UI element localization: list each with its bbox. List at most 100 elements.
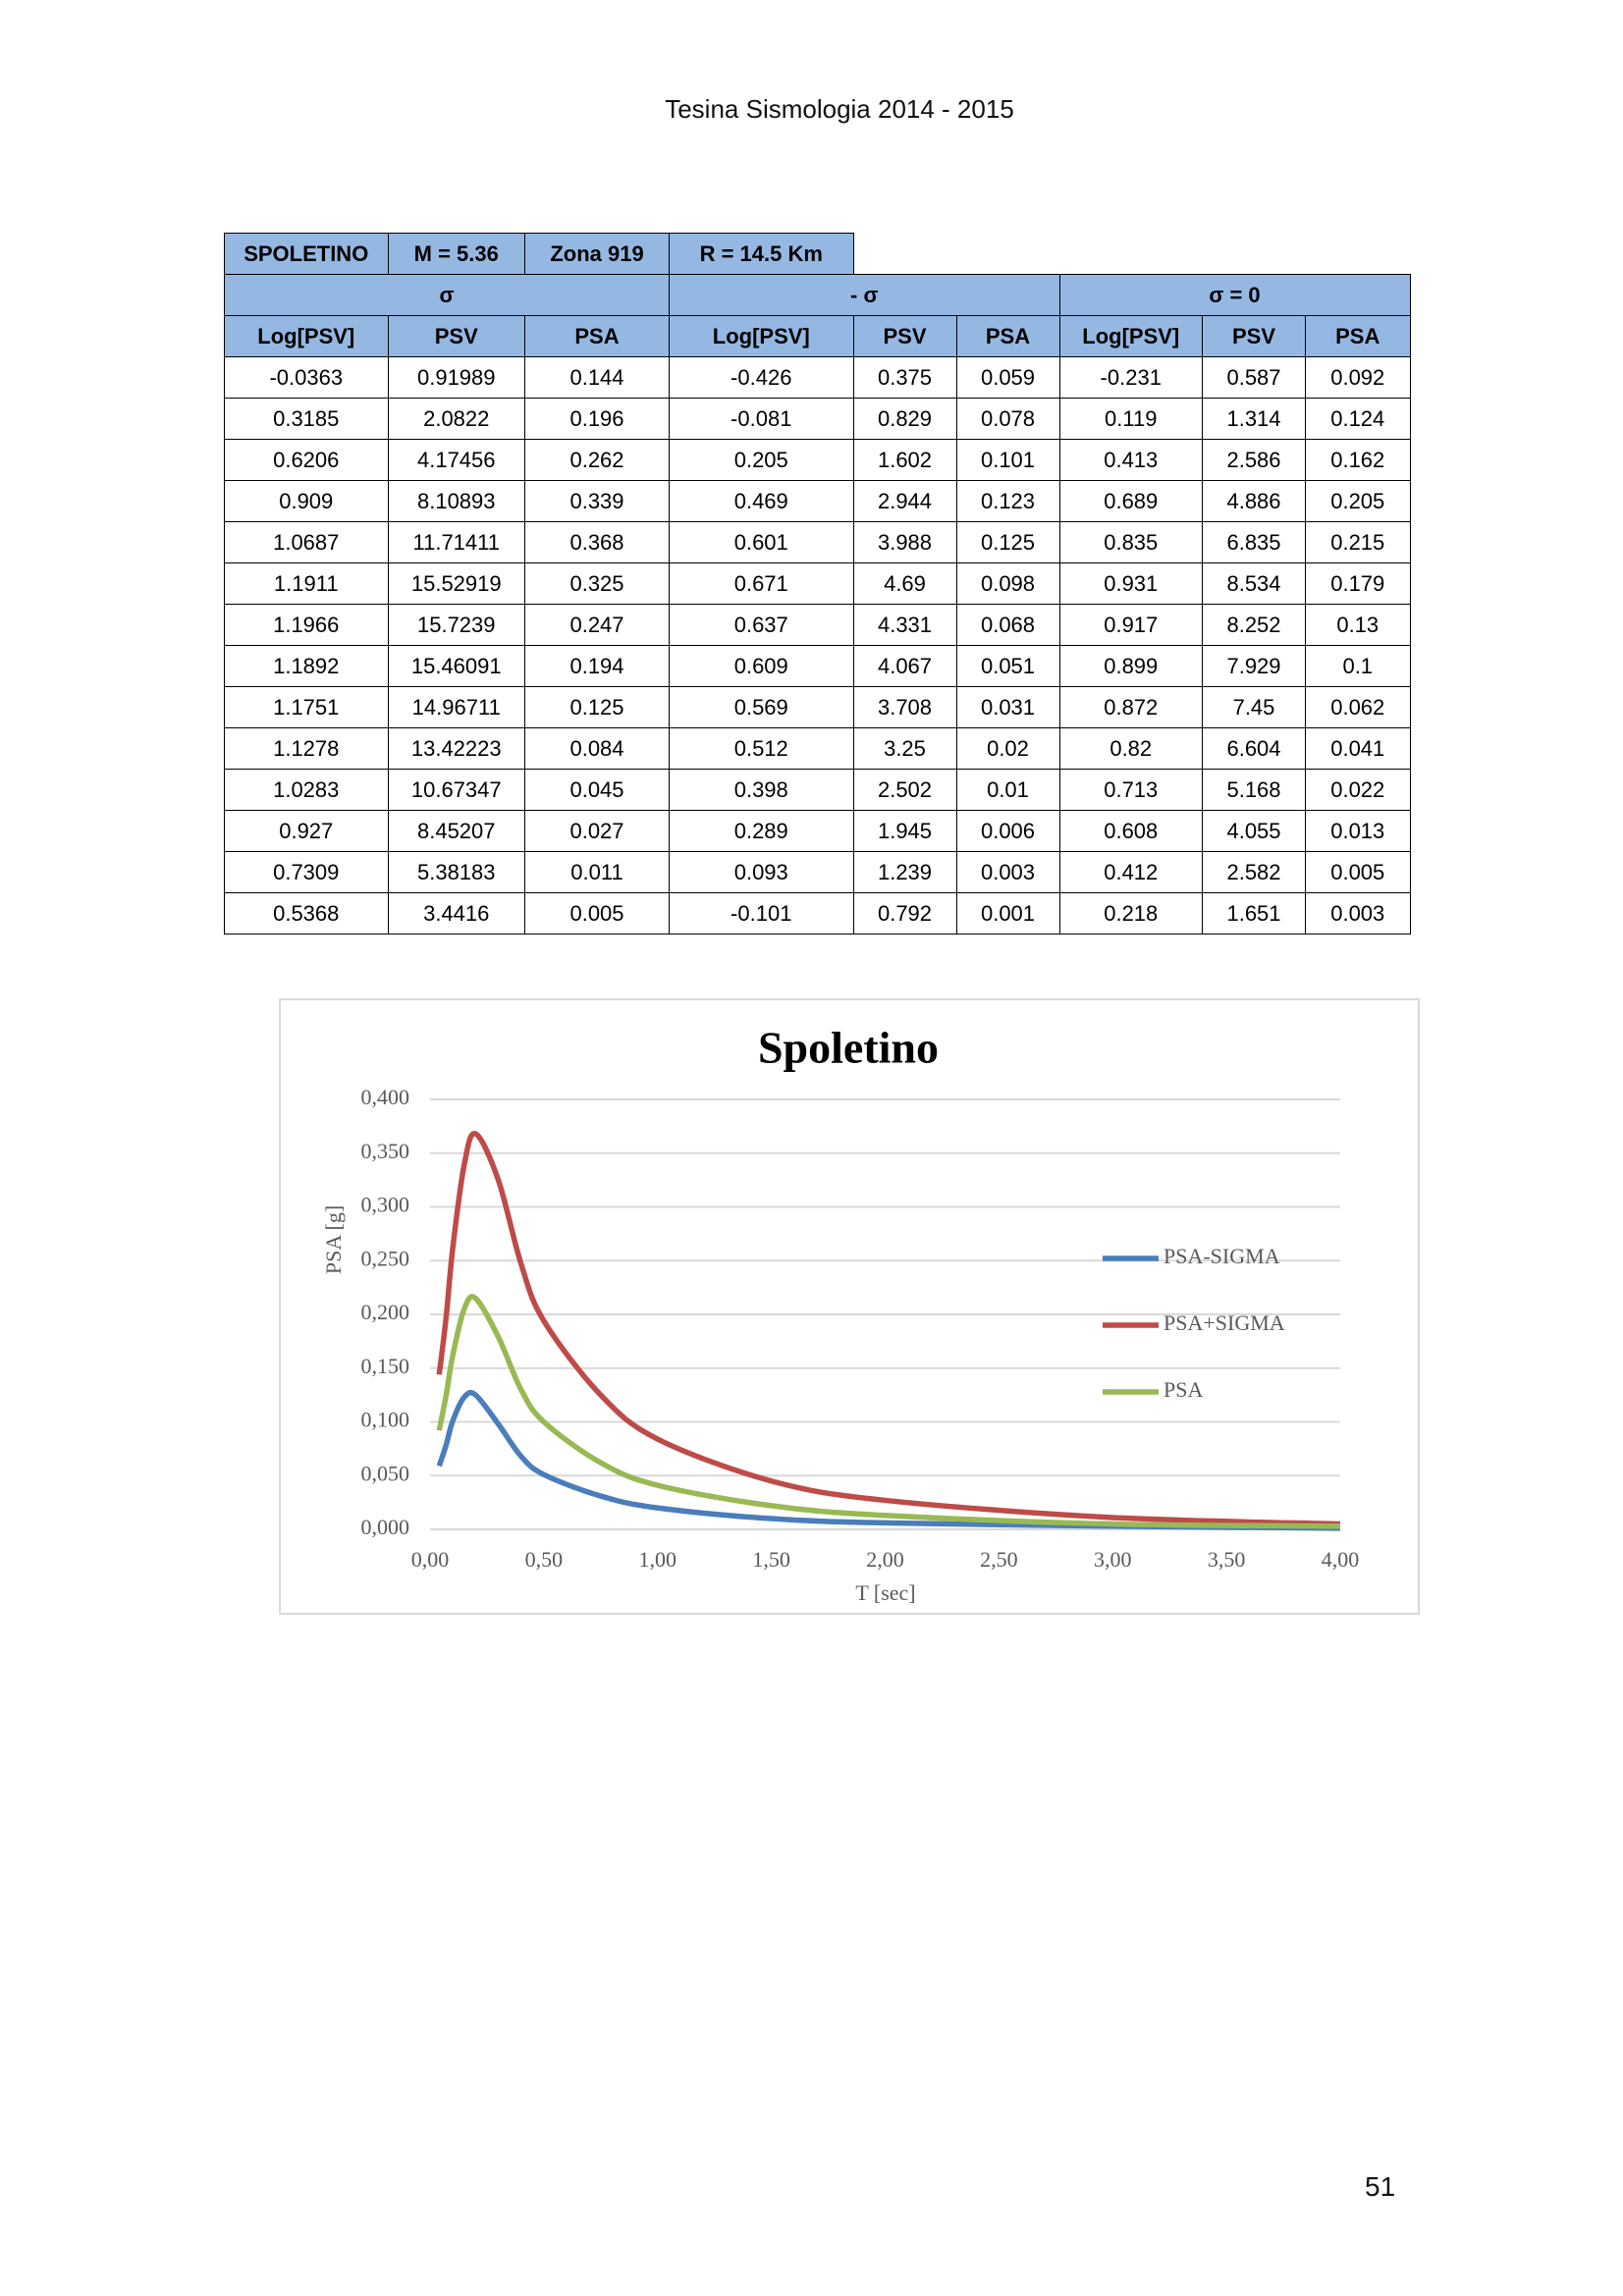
table-row: 0.5368 3.4416 0.005 -0.101 0.792 0.001 0.218 1.…	[224, 892, 1411, 934]
table-row: 0.7309 5.38183 0.011 0.093 1.239 0.003 0.412 2.…	[224, 851, 1411, 893]
data-cell: 1.0283	[224, 769, 389, 811]
data-cell: 0.02	[955, 727, 1060, 770]
data-cell: 0.1	[1305, 645, 1411, 687]
data-cell: 0.006	[955, 810, 1060, 852]
data-cell: 0.013	[1305, 810, 1411, 852]
data-cell: 1.239	[852, 851, 957, 893]
group-header: - σ	[669, 274, 1060, 316]
data-cell: 13.42223	[387, 727, 525, 770]
data-cell: 8.534	[1202, 562, 1306, 605]
data-cell: 15.7239	[387, 604, 525, 646]
data-cell: 0.001	[955, 892, 1060, 934]
data-cell: 0.123	[955, 480, 1060, 522]
data-cell: 4.17456	[387, 439, 525, 481]
y-axis-label: PSA [g]	[321, 1205, 346, 1274]
title-cell: Zona 919	[524, 233, 670, 275]
data-cell: 0.124	[1305, 398, 1411, 440]
data-cell: 5.168	[1202, 769, 1306, 811]
data-cell: 7.929	[1202, 645, 1306, 687]
y-tick-label: 0,200	[361, 1300, 410, 1324]
chart-title: Spoletino	[758, 1023, 939, 1073]
table-row: 0.909 8.10893 0.339 0.469 2.944 0.123 0.689 4.8…	[224, 480, 1411, 522]
data-cell: 0.003	[1305, 892, 1411, 934]
data-cell: 0.689	[1058, 480, 1203, 522]
data-cell: 0.6206	[224, 439, 389, 481]
x-axis-label: T [sec]	[855, 1580, 915, 1605]
data-cell: 0.031	[955, 686, 1060, 728]
data-cell: 0.339	[524, 480, 670, 522]
data-cell: 0.835	[1058, 521, 1203, 563]
data-cell: 1.1278	[224, 727, 389, 770]
data-cell: 1.1751	[224, 686, 389, 728]
legend-label: PSA-SIGMA	[1163, 1244, 1280, 1268]
data-cell: 0.005	[524, 892, 670, 934]
data-cell: 15.52919	[387, 562, 525, 605]
x-tick-label: 3,50	[1208, 1547, 1246, 1572]
data-cell: 0.325	[524, 562, 670, 605]
table-row: 0.927 8.45207 0.027 0.289 1.945 0.006 0.608 4.0…	[224, 810, 1411, 852]
data-cell: 0.215	[1305, 521, 1411, 563]
table-row: 1.0283 10.67347 0.045 0.398 2.502 0.01 0.713 5.…	[224, 769, 1411, 811]
data-cell: 0.144	[524, 356, 670, 399]
data-cell: 3.4416	[387, 892, 525, 934]
data-cell: -0.0363	[224, 356, 389, 399]
data-cell: 11.71411	[387, 521, 525, 563]
x-tick-label: 0,00	[411, 1547, 450, 1572]
data-cell: 0.194	[524, 645, 670, 687]
group-header: σ	[224, 274, 670, 316]
data-cell: 0.205	[1305, 480, 1411, 522]
x-tick-label: 1,00	[639, 1547, 677, 1572]
x-tick-label: 1,50	[752, 1547, 790, 1572]
y-tick-label: 0,350	[361, 1139, 410, 1163]
data-cell: 0.13	[1305, 604, 1411, 646]
column-header: Log[PSV]	[1058, 315, 1203, 357]
data-cell: 1.651	[1202, 892, 1306, 934]
table-row: SPOLETINO M = 5.36 Zona 919 R = 14.5 Km	[224, 233, 1410, 275]
data-cell: 15.46091	[387, 645, 525, 687]
title-cell: SPOLETINO	[224, 233, 389, 275]
data-cell: 8.252	[1202, 604, 1306, 646]
data-cell: 0.413	[1058, 439, 1203, 481]
data-cell: 2.586	[1202, 439, 1306, 481]
legend-label: PSA	[1163, 1377, 1203, 1402]
data-cell: 10.67347	[387, 769, 525, 811]
data-cell: 0.5368	[224, 892, 389, 934]
column-header: PSA	[1305, 315, 1411, 357]
series-line	[436, 1294, 1341, 1529]
data-cell: 0.375	[852, 356, 957, 399]
data-cell: 8.10893	[387, 480, 525, 522]
data-cell: 2.502	[852, 769, 957, 811]
data-cell: -0.426	[669, 356, 854, 399]
data-cell: 1.1911	[224, 562, 389, 605]
data-cell: 2.944	[852, 480, 957, 522]
data-cell: 1.1892	[224, 645, 389, 687]
data-cell: 0.092	[1305, 356, 1411, 399]
data-cell: 0.247	[524, 604, 670, 646]
data-cell: 7.45	[1202, 686, 1306, 728]
data-cell: 5.38183	[387, 851, 525, 893]
data-cell: 0.262	[524, 439, 670, 481]
data-cell: 0.078	[955, 398, 1060, 440]
data-cell: 8.45207	[387, 810, 525, 852]
column-header: Log[PSV]	[669, 315, 854, 357]
title-cell: M = 5.36	[387, 233, 525, 275]
data-cell: 0.205	[669, 439, 854, 481]
data-cell: 0.027	[524, 810, 670, 852]
data-cell: 0.068	[955, 604, 1060, 646]
data-cell: 0.084	[524, 727, 670, 770]
page-header: Tesina Sismologia 2014 - 2015	[665, 94, 1014, 124]
data-cell: 0.412	[1058, 851, 1203, 893]
data-cell: 3.988	[852, 521, 957, 563]
data-cell: 0.003	[955, 851, 1060, 893]
data-cell: 0.218	[1058, 892, 1203, 934]
data-cell: 0.569	[669, 686, 854, 728]
data-cell: 0.005	[1305, 851, 1411, 893]
data-cell: 0.7309	[224, 851, 389, 893]
data-cell: 4.886	[1202, 480, 1306, 522]
y-tick-label: 0,150	[361, 1354, 410, 1378]
data-cell: 14.96711	[387, 686, 525, 728]
data-table: SPOLETINO M = 5.36 Zona 919 R = 14.5 Km σ - σ…	[224, 233, 1411, 934]
